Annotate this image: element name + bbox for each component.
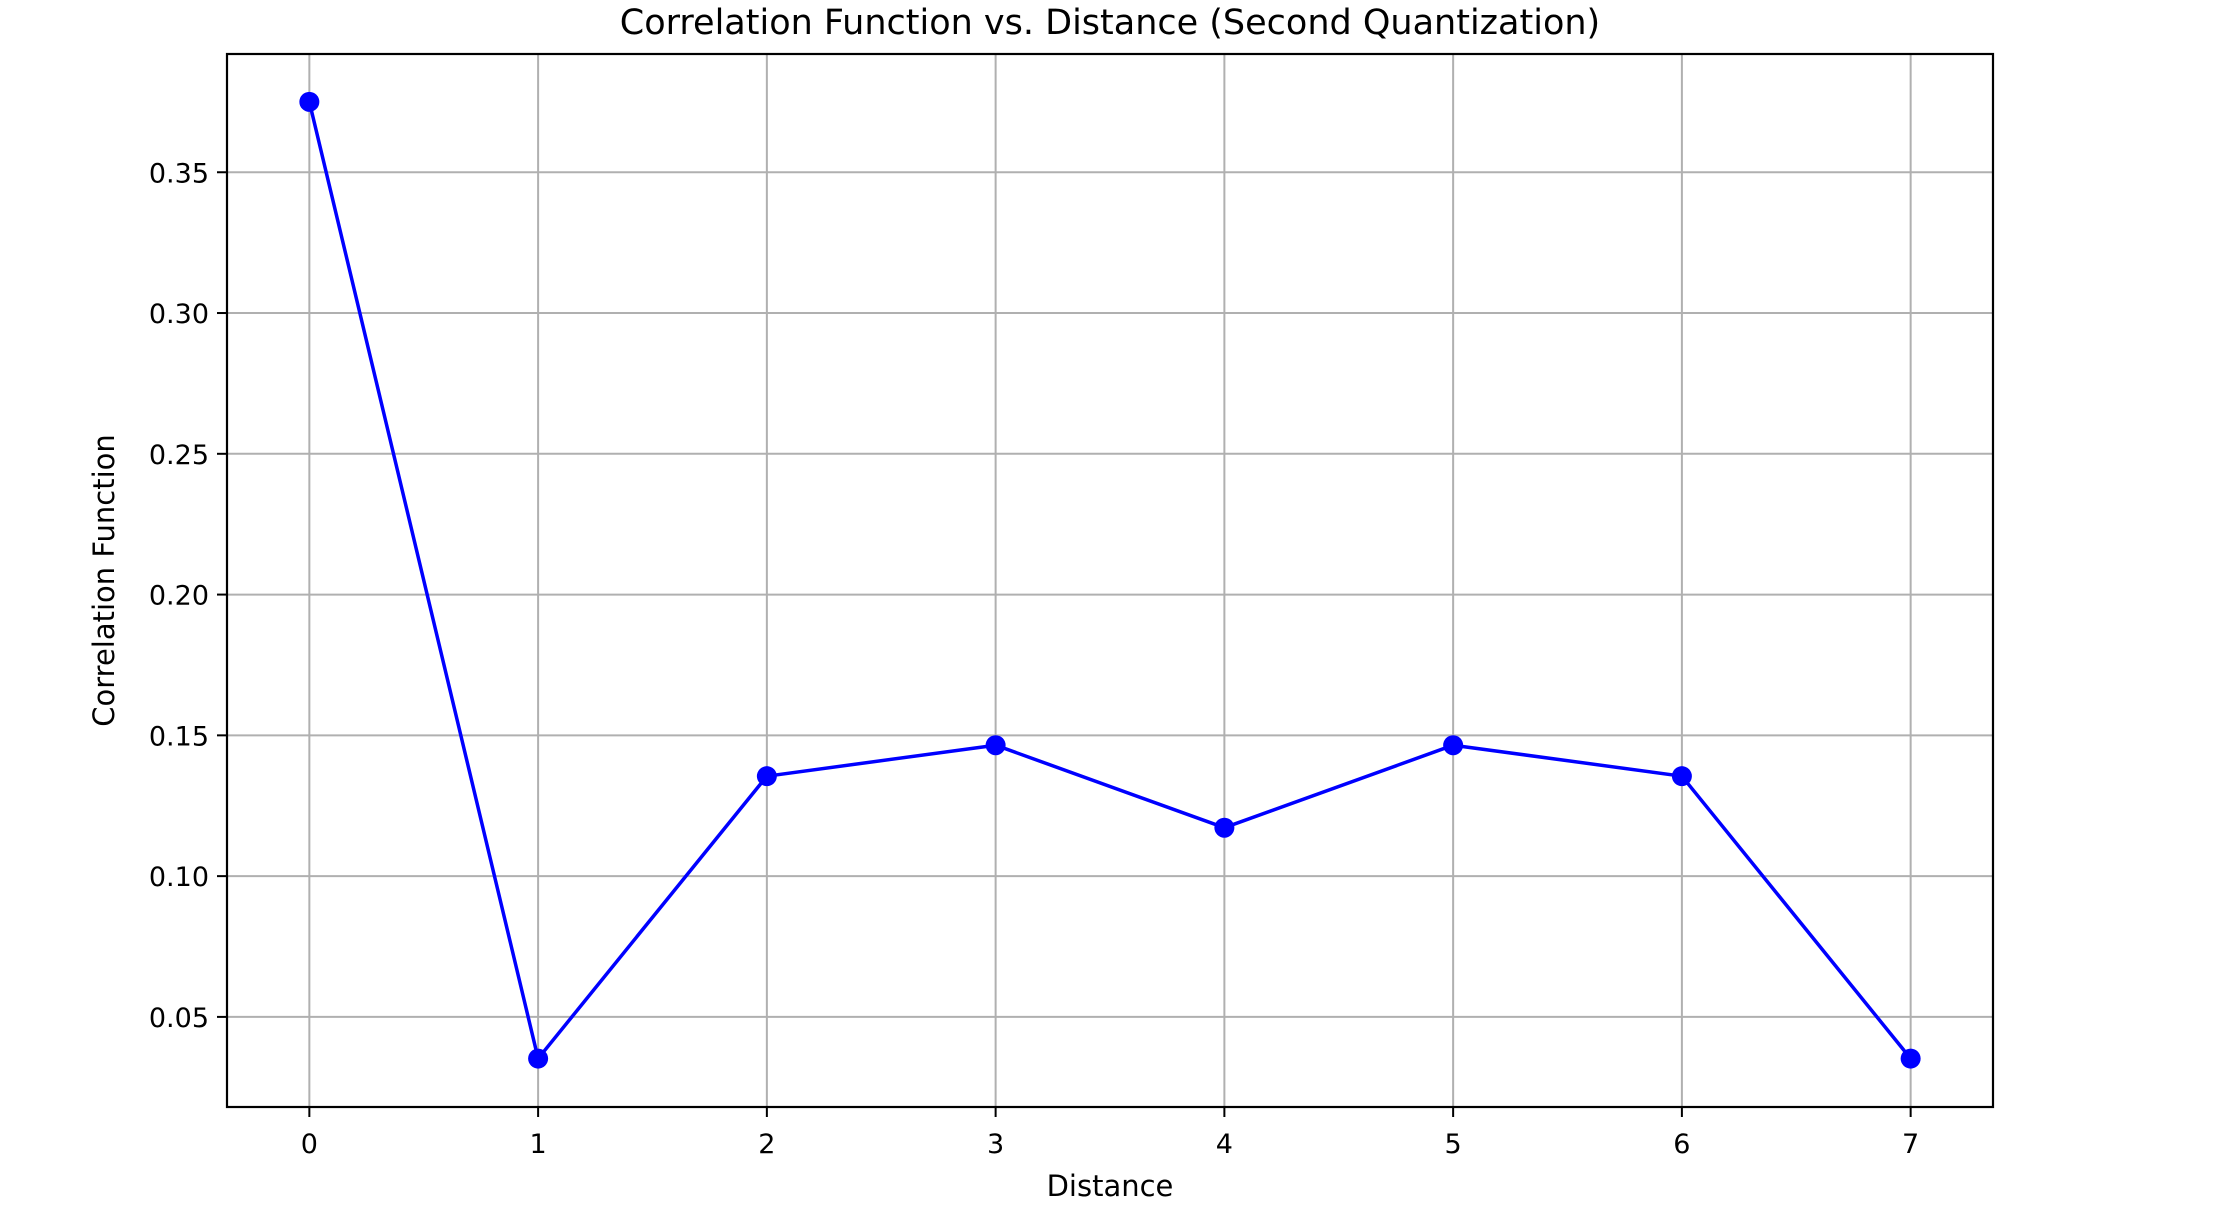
- x-tick-label: 1: [530, 1129, 547, 1160]
- y-tick-label: 0.25: [149, 440, 209, 471]
- data-point: [299, 91, 320, 112]
- plot-area-frame: [225, 52, 1995, 1109]
- data-point: [985, 735, 1006, 756]
- series-group: [299, 91, 1921, 1069]
- data-point: [1900, 1048, 1921, 1069]
- y-tick-label: 0.20: [149, 581, 209, 612]
- y-tick-label: 0.10: [149, 862, 209, 893]
- series-line: [307, 101, 1913, 1061]
- axis-ticks: 0 1 2 3 4 5 6 7 0.05 0.10 0.15 0.20 0.25 0.30 0.35: [149, 158, 1919, 1160]
- y-tick-label: 0.15: [149, 721, 209, 752]
- y-tick-label: 0.30: [149, 299, 209, 330]
- x-tick-label: 4: [1216, 1129, 1233, 1160]
- x-tick-label: 7: [1902, 1129, 1919, 1160]
- x-tick-label: 2: [758, 1129, 775, 1160]
- data-point: [1214, 817, 1235, 838]
- x-tick-label: 6: [1673, 1129, 1690, 1160]
- x-tick-label: 0: [301, 1129, 318, 1160]
- y-axis-label: Correlation Function: [87, 434, 121, 726]
- y-tick-label: 0.35: [149, 158, 209, 189]
- chart-title: Correlation Function vs. Distance (Secon…: [620, 3, 1600, 43]
- x-axis-label: Distance: [1047, 1169, 1174, 1203]
- x-tick-label: 5: [1445, 1129, 1462, 1160]
- grid: [227, 54, 1993, 1107]
- x-tick-label: 3: [987, 1129, 1004, 1160]
- data-point: [1443, 735, 1464, 756]
- data-point: [756, 766, 777, 787]
- data-point: [1671, 766, 1692, 787]
- y-tick-label: 0.05: [149, 1003, 209, 1034]
- data-point: [528, 1048, 549, 1069]
